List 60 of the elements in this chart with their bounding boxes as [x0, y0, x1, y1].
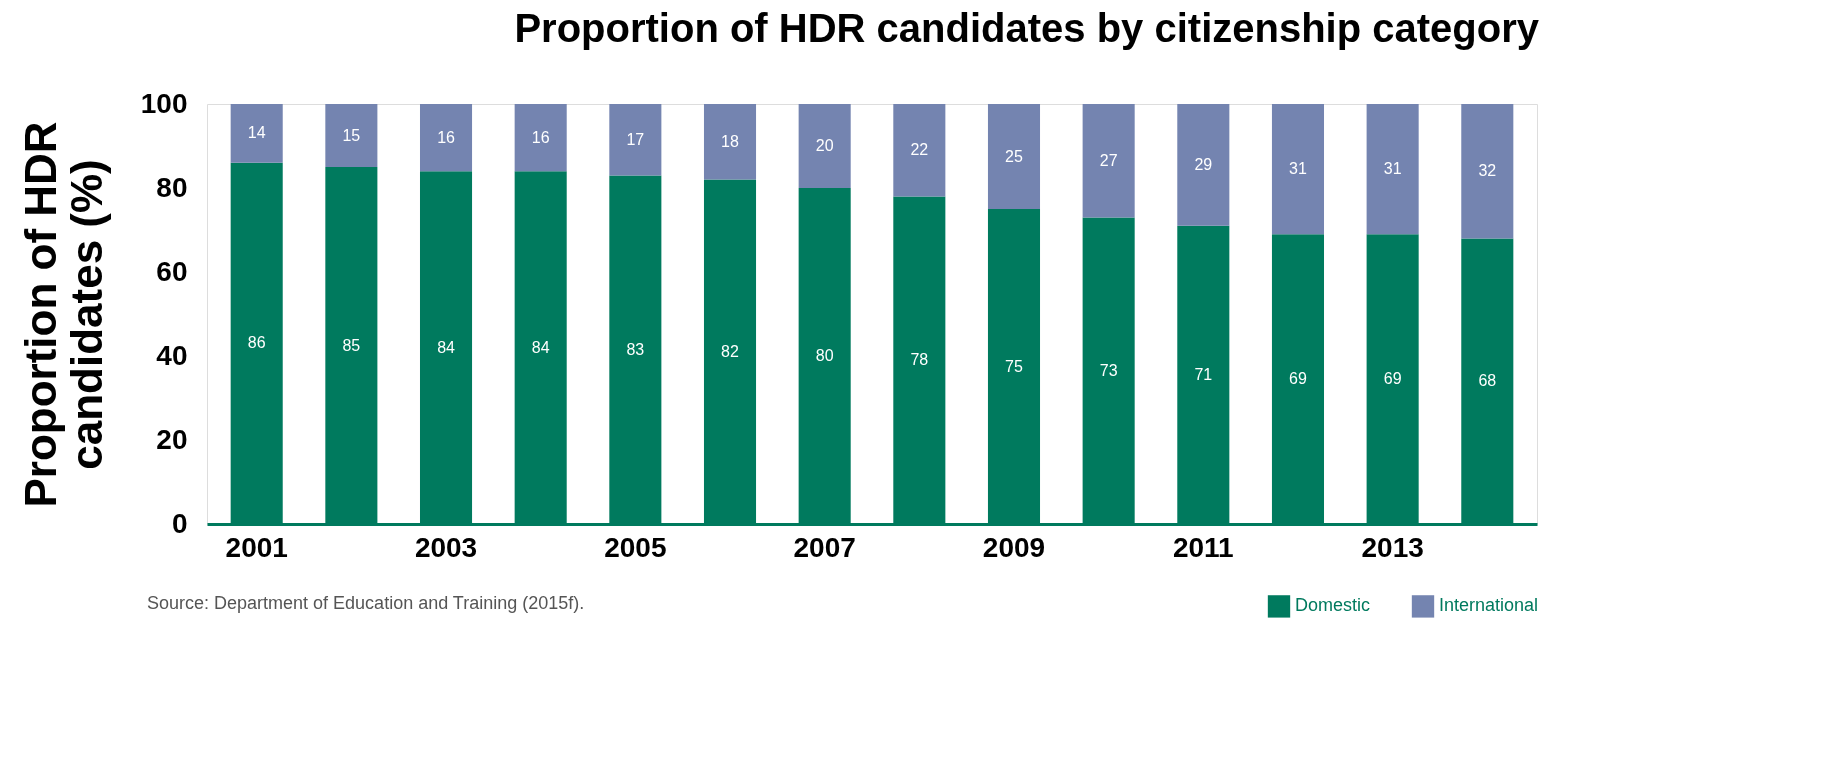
bar — [325, 104, 378, 167]
data-label: 31 — [1289, 160, 1307, 178]
data-label: 69 — [1289, 370, 1307, 388]
x-tick-label: 2001 — [225, 531, 288, 563]
x-tick-label: 2007 — [793, 531, 856, 563]
y-tick-label: 40 — [156, 339, 188, 371]
bar — [1082, 104, 1135, 218]
data-label: 84 — [437, 338, 456, 356]
bar — [1271, 104, 1325, 235]
source-note: Source: Department of Education and Training (2015f). — [147, 593, 585, 613]
data-label: 85 — [342, 336, 361, 354]
data-label: 15 — [342, 126, 361, 144]
data-label: 17 — [626, 130, 645, 148]
legend-label: International — [1439, 595, 1539, 616]
data-label: 29 — [1194, 155, 1213, 173]
chart-title: Proportion of HDR candidates by citizenship category — [514, 6, 1540, 50]
data-label: 20 — [815, 137, 834, 154]
data-label: 68 — [1478, 372, 1497, 390]
data-label: 25 — [1005, 147, 1023, 165]
x-tick-label: 2009 — [982, 531, 1046, 563]
bar — [419, 104, 473, 172]
data-label: 32 — [1478, 162, 1497, 180]
y-tick-label: 20 — [156, 423, 188, 455]
bar — [703, 104, 757, 180]
bar — [1461, 104, 1514, 239]
data-label: 69 — [1383, 370, 1402, 388]
x-tick-label: 2003 — [414, 531, 478, 563]
data-label: 16 — [437, 128, 456, 146]
bar — [893, 104, 946, 197]
y-tick-label: 100 — [140, 87, 188, 119]
bar — [1177, 104, 1230, 226]
data-label: 18 — [721, 132, 740, 150]
bar — [1366, 104, 1419, 235]
bar — [609, 104, 662, 176]
bar — [987, 104, 1041, 209]
data-label: 86 — [247, 334, 266, 352]
data-label: 27 — [1099, 151, 1118, 169]
bar — [230, 104, 283, 163]
bar — [798, 104, 851, 188]
x-tick-label: 2005 — [604, 531, 667, 563]
y-axis-title: Proportion of HDR candidates (%) — [15, 121, 111, 508]
x-tick-label: 2011 — [1172, 531, 1234, 563]
legend-label: Domestic — [1295, 595, 1371, 616]
data-label: 31 — [1383, 160, 1402, 178]
data-label: 14 — [247, 124, 266, 142]
data-label: 75 — [1005, 357, 1023, 375]
y-tick-label: 80 — [156, 171, 188, 203]
bar — [514, 104, 567, 172]
y-tick-label: 60 — [156, 255, 188, 287]
data-label: 82 — [721, 342, 740, 360]
data-label: 71 — [1194, 365, 1213, 383]
data-label: 78 — [910, 351, 929, 369]
data-label: 84 — [531, 338, 550, 356]
data-label: 80 — [815, 347, 834, 364]
data-label: 73 — [1099, 361, 1118, 379]
x-tick-label: 2013 — [1361, 531, 1424, 563]
y-tick-label: 0 — [171, 507, 188, 539]
data-label: 22 — [910, 141, 929, 159]
data-label: 16 — [531, 128, 550, 146]
data-label: 83 — [626, 340, 645, 358]
